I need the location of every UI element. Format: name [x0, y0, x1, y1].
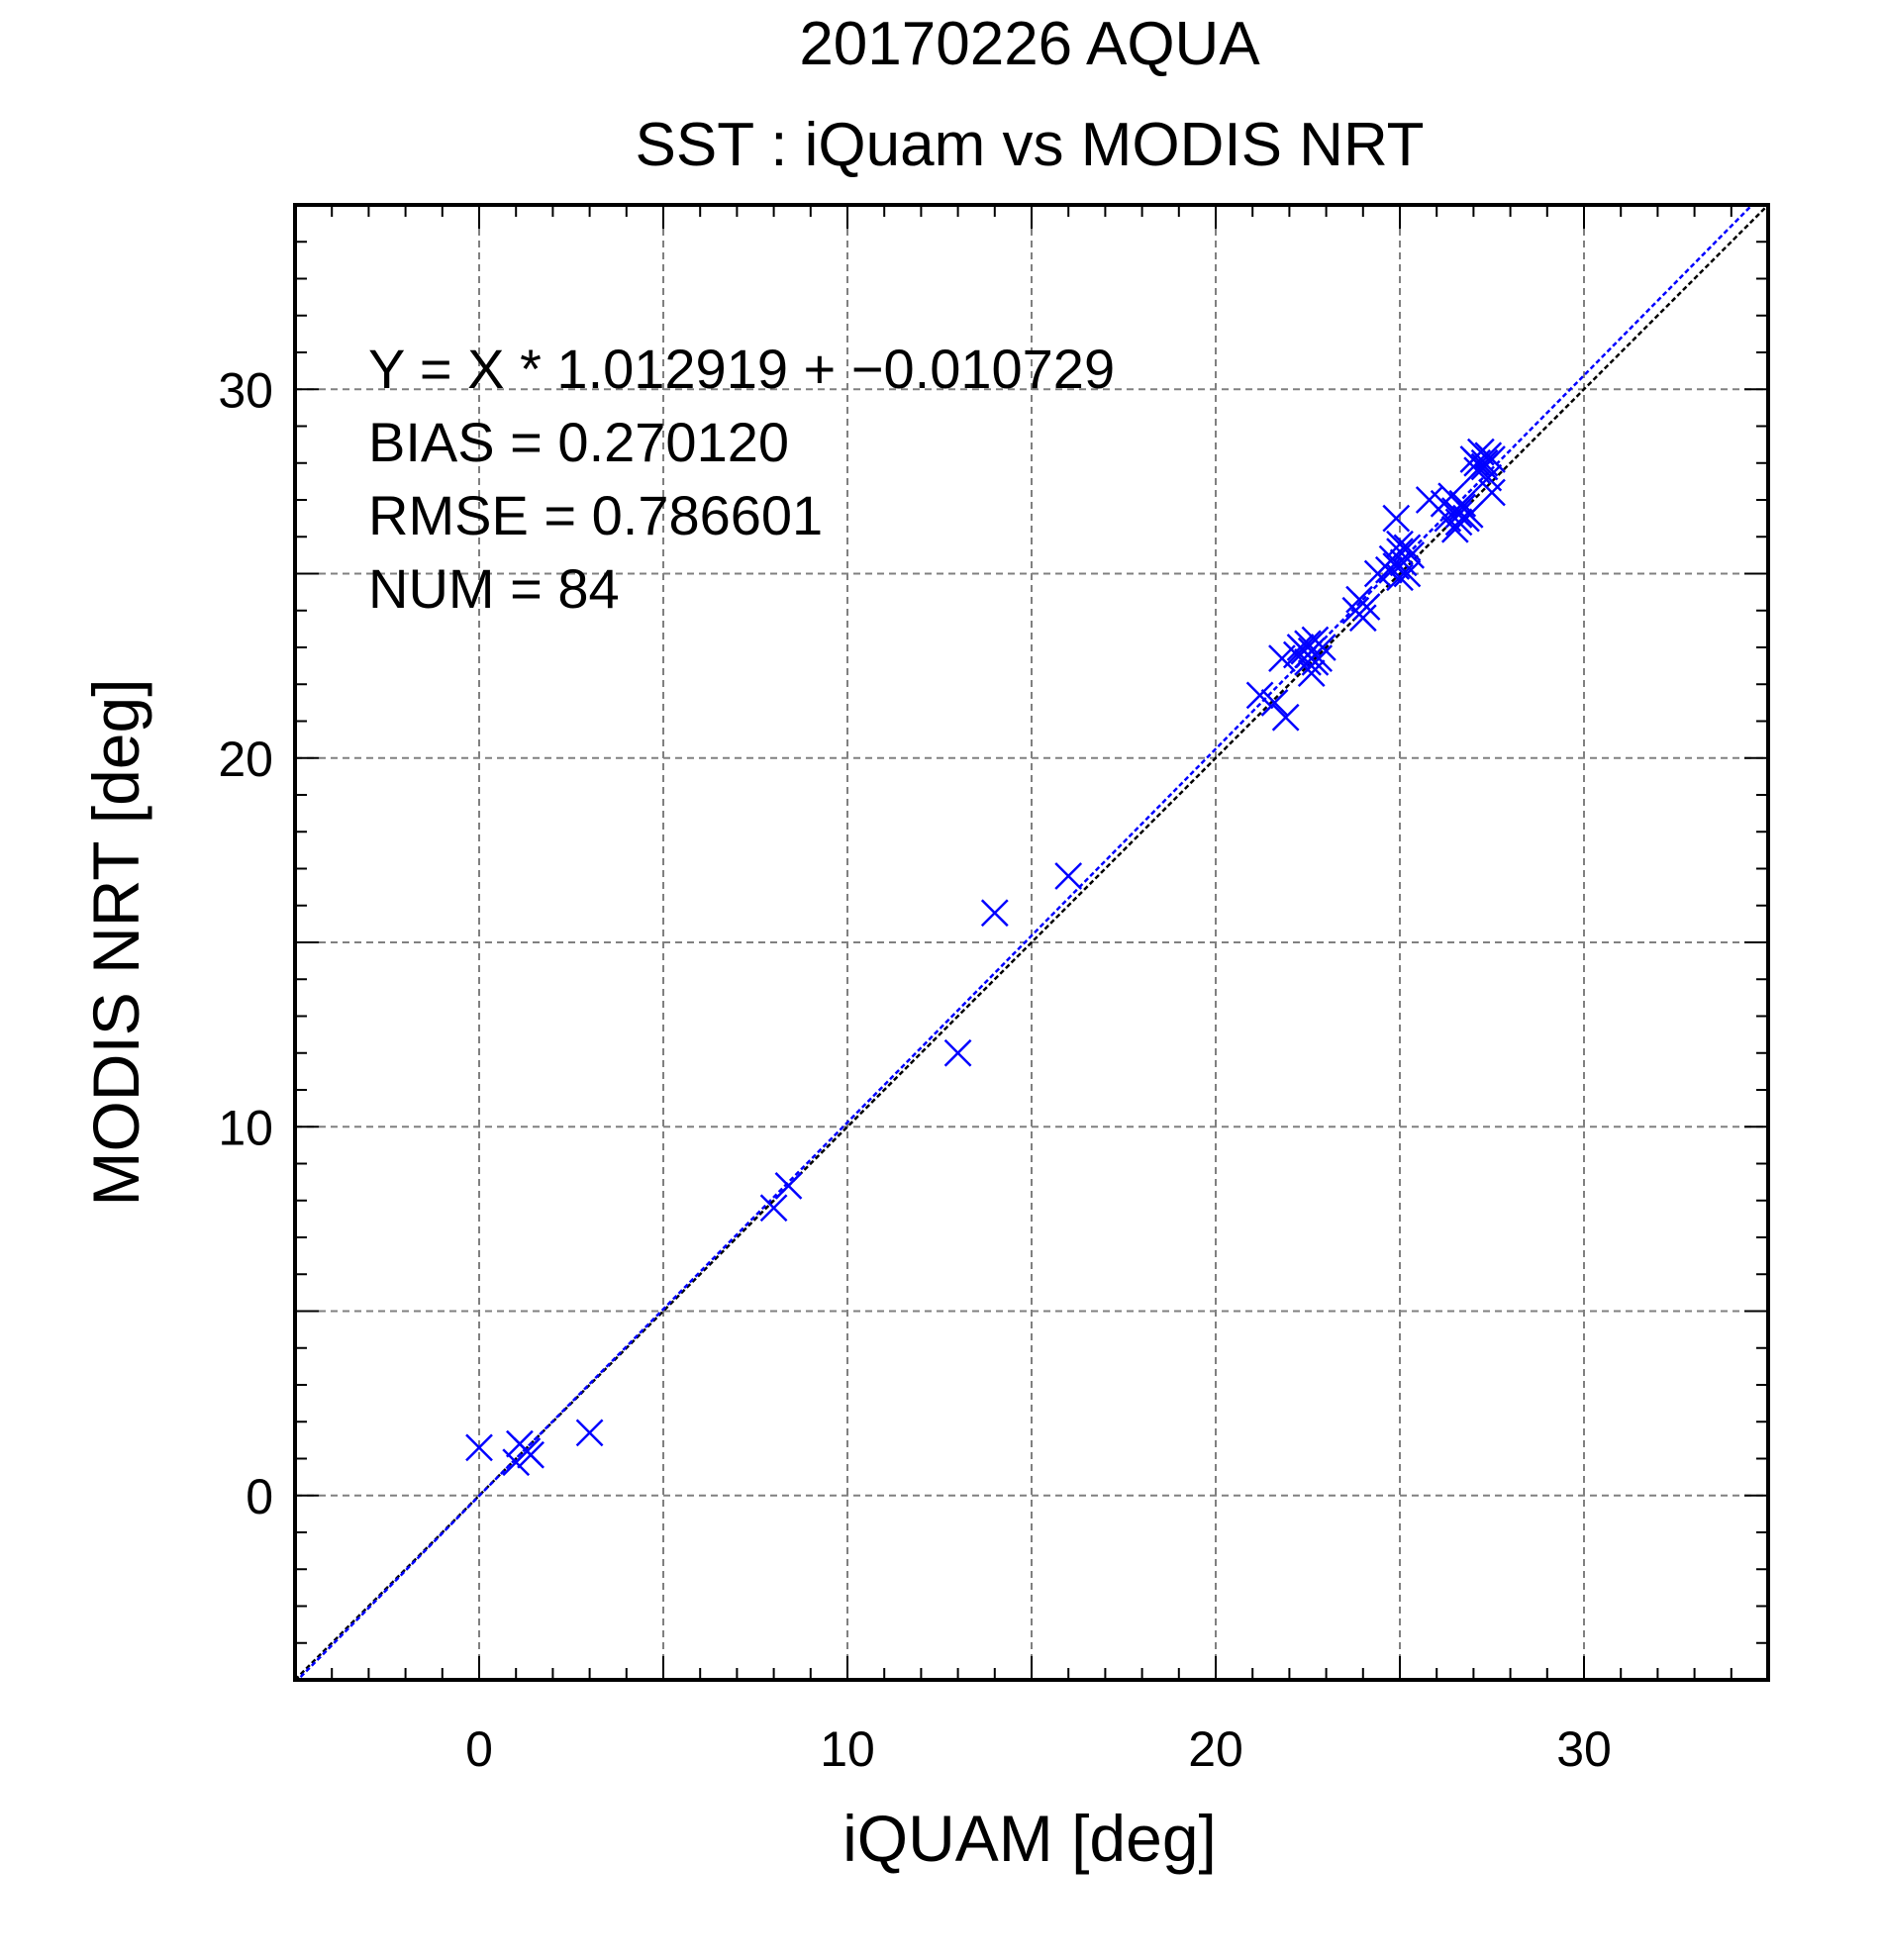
x-mark-stroke	[1294, 630, 1322, 658]
x-mark-stroke	[1297, 659, 1326, 687]
y-tick-label: 10	[218, 1100, 273, 1155]
data-point	[1393, 534, 1422, 562]
identity-line	[295, 205, 1768, 1680]
data-point	[943, 1038, 972, 1067]
x-mark-stroke	[1348, 604, 1377, 633]
x-tick-label: 20	[1188, 1721, 1243, 1777]
x-mark-stroke	[759, 1194, 788, 1223]
x-mark-stroke	[774, 1171, 803, 1200]
data-point	[465, 1433, 493, 1462]
data-point	[1386, 538, 1414, 566]
regression-line	[296, 205, 1754, 1680]
stat-equation: Y = X * 1.012919 + −0.010729	[368, 338, 1115, 400]
data-point	[1478, 478, 1506, 507]
data-point	[1382, 504, 1411, 533]
x-mark-stroke	[1245, 681, 1274, 710]
x-mark-stroke	[1470, 448, 1499, 477]
data-point	[1297, 659, 1326, 687]
data-point	[759, 1194, 788, 1223]
plot-frame	[293, 203, 1770, 1682]
x-mark-stroke	[1382, 504, 1411, 533]
stat-rmse: RMSE = 0.786601	[368, 484, 823, 546]
data-points	[465, 438, 1506, 1477]
data-point	[774, 1171, 803, 1200]
x-mark-stroke	[465, 1433, 493, 1462]
x-mark-stroke	[1478, 445, 1506, 473]
x-mark-stroke	[1374, 555, 1403, 584]
data-point	[980, 899, 1009, 928]
x-mark-stroke	[1260, 688, 1289, 717]
x-mark-stroke	[980, 899, 1009, 928]
x-mark-stroke	[517, 1440, 544, 1469]
chart-title: 20170226 AQUA	[799, 10, 1260, 78]
x-mark-stroke	[1444, 501, 1473, 529]
y-tick-label: 0	[246, 1469, 273, 1524]
data-point	[1478, 445, 1506, 473]
x-mark-stroke	[1386, 530, 1414, 558]
x-mark-stroke	[1478, 478, 1506, 507]
data-point	[1393, 559, 1422, 588]
data-point	[517, 1440, 544, 1469]
x-tick-label: 10	[820, 1721, 875, 1777]
chart-subtitle: SST : iQuam vs MODIS NRT	[636, 111, 1425, 179]
data-point	[1245, 681, 1274, 710]
data-point	[1260, 688, 1289, 717]
x-mark-stroke	[1448, 489, 1477, 518]
x-mark-stroke	[575, 1419, 604, 1447]
x-mark-stroke	[1393, 559, 1422, 588]
x-mark-stroke	[1474, 463, 1503, 492]
data-point	[1308, 634, 1336, 661]
x-mark-stroke	[1386, 538, 1414, 566]
x-mark-stroke	[1301, 648, 1330, 676]
y-tick-label: 30	[218, 362, 273, 418]
data-point	[1054, 862, 1083, 890]
x-mark-stroke	[1271, 703, 1300, 732]
data-point	[1352, 593, 1381, 621]
reference-lines	[295, 205, 1768, 1680]
y-axis-label: MODIS NRT [deg]	[79, 678, 152, 1206]
x-axis-label: iQUAM [deg]	[842, 1802, 1217, 1875]
data-point	[1348, 604, 1377, 633]
x-tick-label: 0	[465, 1721, 493, 1777]
data-point	[1448, 489, 1477, 518]
data-point	[575, 1419, 604, 1447]
data-point	[1386, 530, 1414, 558]
y-tick-label: 20	[218, 732, 273, 787]
x-mark-stroke	[943, 1038, 972, 1067]
x-mark-stroke	[1054, 862, 1083, 890]
data-point	[1444, 501, 1473, 529]
x-mark-stroke	[1352, 593, 1381, 621]
x-tick-label: 30	[1556, 1721, 1612, 1777]
x-mark-stroke	[1455, 501, 1484, 529]
data-point	[1301, 648, 1330, 676]
tick-labels: 0 10 20 30 0 10 20 30	[218, 362, 1611, 1777]
x-mark-stroke	[1415, 486, 1443, 514]
x-mark-stroke	[1308, 634, 1336, 661]
x-mark-stroke	[1466, 438, 1495, 466]
stat-bias: BIAS = 0.270120	[368, 411, 789, 473]
x-mark-stroke	[1393, 534, 1422, 562]
data-point	[1271, 703, 1300, 732]
stat-num: NUM = 84	[368, 557, 620, 620]
